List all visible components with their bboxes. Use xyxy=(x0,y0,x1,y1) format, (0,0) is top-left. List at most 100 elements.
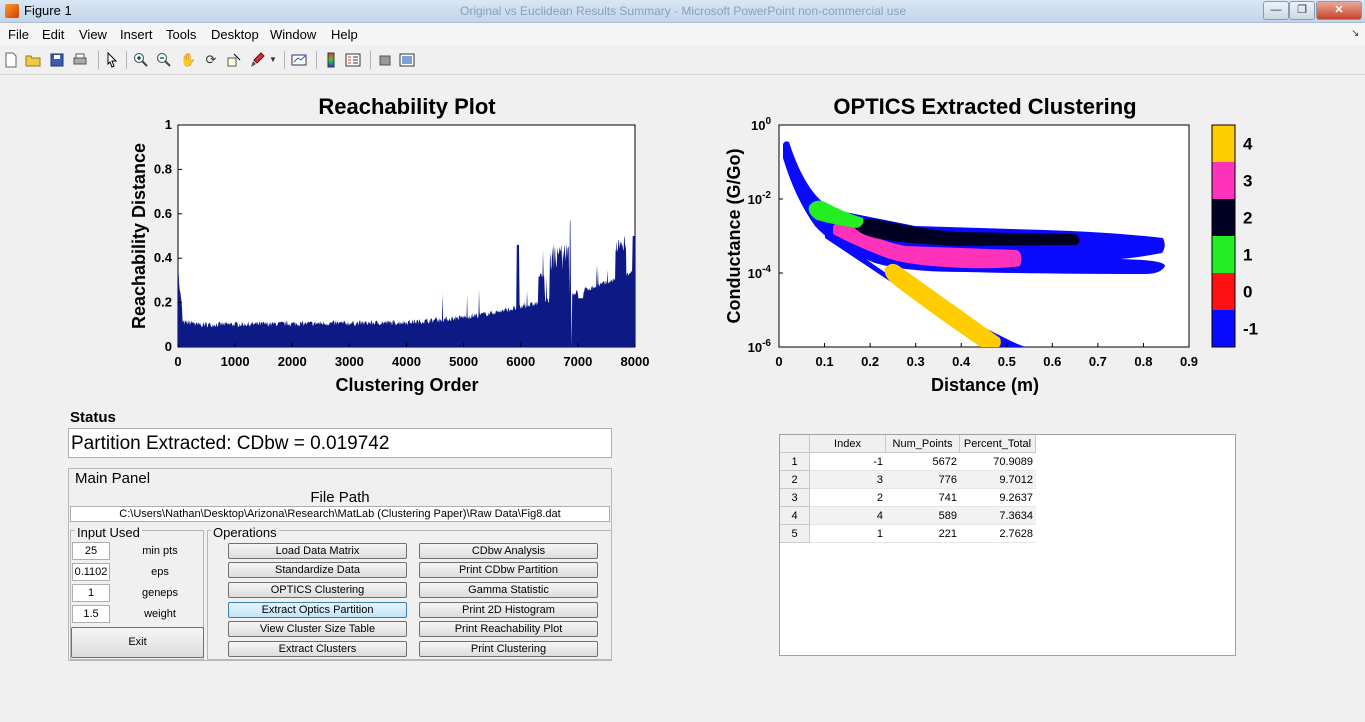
cluster-1-band xyxy=(808,200,864,228)
weight-label: weight xyxy=(144,608,176,620)
print-clustering-button[interactable]: Print Clustering xyxy=(419,641,598,657)
print-reachability-plot-button[interactable]: Print Reachability Plot xyxy=(419,621,598,637)
menu-window[interactable]: Window xyxy=(270,27,317,42)
optics-clustering-button[interactable]: OPTICS Clustering xyxy=(228,582,407,598)
cluster-2-band xyxy=(853,218,1080,246)
cluster-4-band xyxy=(884,263,1001,347)
new-file-icon[interactable] xyxy=(3,52,19,68)
table-cell[interactable]: 7.3634 xyxy=(960,507,1036,525)
cluster-size-table[interactable]: Index Num_Points Percent_Total 1 -1 5672… xyxy=(779,434,1236,656)
menu-insert[interactable]: Insert xyxy=(120,27,153,42)
menu-bar: File Edit View Insert Tools Desktop Wind… xyxy=(0,23,1365,45)
reach-ytick-label: 1 xyxy=(165,117,172,132)
pointer-icon[interactable] xyxy=(104,51,120,68)
colorbar-label: 1 xyxy=(1243,246,1252,265)
table-cell[interactable]: 4 xyxy=(810,507,886,525)
column-header-percent-total[interactable]: Percent_Total xyxy=(960,435,1036,453)
data-cursor-icon[interactable] xyxy=(226,52,242,68)
extract-clusters-button[interactable]: Extract Clusters xyxy=(228,641,407,657)
reach-xtick-label: 2000 xyxy=(278,354,307,369)
rotate-3d-icon[interactable]: ⟳ xyxy=(205,52,217,67)
extract-optics-partition-button[interactable]: Extract Optics Partition xyxy=(228,602,407,618)
save-icon[interactable] xyxy=(49,52,65,68)
colorbar-label: 3 xyxy=(1243,172,1252,191)
input-used-title: Input Used xyxy=(75,525,142,540)
table-cell[interactable]: 776 xyxy=(886,471,960,489)
file-path-label: File Path xyxy=(310,489,370,506)
status-label: Status xyxy=(70,409,116,426)
operations-title: Operations xyxy=(211,525,279,540)
reach-xtick-label: 3000 xyxy=(335,354,364,369)
eps-field[interactable]: 0.1102 xyxy=(72,563,110,581)
column-header-num-points[interactable]: Num_Points xyxy=(886,435,960,453)
print-2d-histogram-button[interactable]: Print 2D Histogram xyxy=(419,602,598,618)
brush-icon[interactable] xyxy=(249,52,265,68)
menu-help[interactable]: Help xyxy=(331,27,358,42)
menu-view[interactable]: View xyxy=(79,27,107,42)
reach-ytick-label: 0.4 xyxy=(154,250,173,265)
table-cell[interactable]: 70.9089 xyxy=(960,453,1036,471)
reach-ytick-label: 0.8 xyxy=(154,161,172,176)
table-cell[interactable]: 1 xyxy=(810,525,886,543)
open-folder-icon[interactable] xyxy=(25,52,41,68)
gamma-statistic-button[interactable]: Gamma Statistic xyxy=(419,582,598,598)
zoom-out-icon[interactable] xyxy=(156,52,172,68)
print-icon[interactable] xyxy=(72,52,88,68)
hide-plot-tools-icon[interactable] xyxy=(377,52,393,68)
menu-tools[interactable]: Tools xyxy=(166,27,197,42)
table-cell[interactable]: 5672 xyxy=(886,453,960,471)
optics-xtick-label: 0 xyxy=(775,354,782,369)
maximize-button[interactable]: ❐ xyxy=(1289,1,1315,20)
insert-legend-icon[interactable] xyxy=(345,52,361,68)
close-button[interactable]: ✕ xyxy=(1316,1,1362,20)
column-header-index[interactable]: Index xyxy=(810,435,886,453)
table-cell[interactable]: 9.7012 xyxy=(960,471,1036,489)
standardize-data-button[interactable]: Standardize Data xyxy=(228,562,407,578)
table-cell[interactable]: 3 xyxy=(810,471,886,489)
row-header[interactable]: 3 xyxy=(780,489,810,507)
colorbar-label: -1 xyxy=(1243,320,1258,339)
toolbar: ✋ ⟳ ▼ xyxy=(0,46,1365,75)
cluster-scatter xyxy=(783,141,1165,347)
table-cell[interactable]: 221 xyxy=(886,525,960,543)
insert-colorbar-icon[interactable] xyxy=(323,52,339,68)
exit-button[interactable]: Exit xyxy=(71,627,204,658)
link-plot-icon[interactable] xyxy=(291,52,307,68)
weight-field[interactable]: 1.5 xyxy=(72,605,110,623)
reach-xtick-label: 0 xyxy=(174,354,181,369)
menu-desktop[interactable]: Desktop xyxy=(211,27,259,42)
pan-hand-icon[interactable]: ✋ xyxy=(180,52,197,67)
reach-xtick-label: 7000 xyxy=(563,354,592,369)
zoom-in-icon[interactable] xyxy=(133,52,149,68)
menu-edit[interactable]: Edit xyxy=(42,27,65,42)
geneps-field[interactable]: 1 xyxy=(72,584,110,602)
table-cell[interactable]: 589 xyxy=(886,507,960,525)
row-header[interactable]: 4 xyxy=(780,507,810,525)
colorbar-segment xyxy=(1212,125,1235,162)
reach-plot-title: Reachability Plot xyxy=(318,94,496,119)
table-cell[interactable]: 741 xyxy=(886,489,960,507)
menu-file[interactable]: File xyxy=(8,27,29,42)
min-pts-field[interactable]: 25 xyxy=(72,542,110,560)
row-header[interactable]: 5 xyxy=(780,525,810,543)
row-header[interactable]: 2 xyxy=(780,471,810,489)
eps-label: eps xyxy=(151,566,169,578)
brush-dropdown-icon[interactable]: ▼ xyxy=(269,55,277,64)
dock-arrow-icon[interactable]: ↘ xyxy=(1351,28,1360,39)
title-bar[interactable] xyxy=(0,0,1365,23)
show-plot-tools-icon[interactable] xyxy=(399,52,415,68)
print-cdbw-partition-button[interactable]: Print CDbw Partition xyxy=(419,562,598,578)
table-cell[interactable]: 2.7628 xyxy=(960,525,1036,543)
table-cell[interactable]: 9.2637 xyxy=(960,489,1036,507)
row-header[interactable]: 1 xyxy=(780,453,810,471)
cdbw-analysis-button[interactable]: CDbw Analysis xyxy=(419,543,598,559)
toolbar-separator xyxy=(126,51,127,69)
view-cluster-size-table-button[interactable]: View Cluster Size Table xyxy=(228,621,407,637)
table-cell[interactable]: -1 xyxy=(810,453,886,471)
matlab-figure-icon xyxy=(5,4,19,18)
table-cell[interactable]: 2 xyxy=(810,489,886,507)
load-data-matrix-button[interactable]: Load Data Matrix xyxy=(228,543,407,559)
main-panel-title: Main Panel xyxy=(73,470,153,487)
file-path-field[interactable]: C:\Users\Nathan\Desktop\Arizona\Research… xyxy=(70,506,610,522)
minimize-button[interactable]: — xyxy=(1263,1,1289,20)
